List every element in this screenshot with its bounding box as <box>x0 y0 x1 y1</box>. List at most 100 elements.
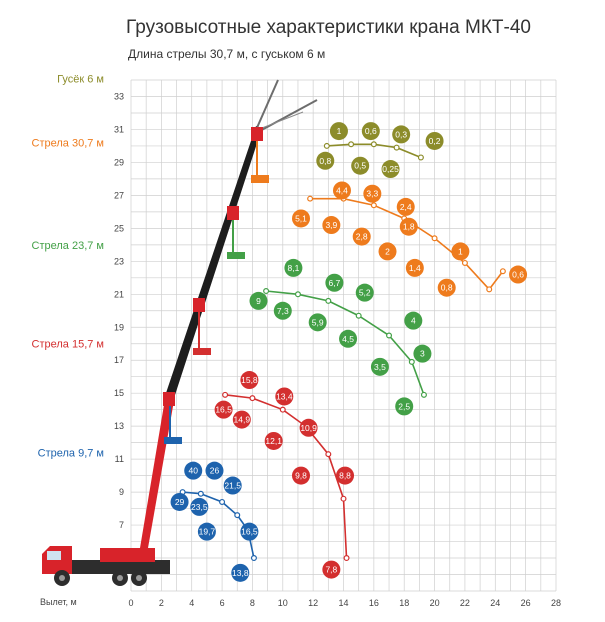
load-label: 3,3 <box>366 189 378 199</box>
load-point <box>249 291 268 310</box>
curve-vertex <box>348 141 355 148</box>
boom-joint-9 <box>163 392 175 406</box>
load-point <box>184 461 203 480</box>
series-group: 1 0,6 0,3 0,2 0,8 0,5 0,25 <box>316 122 444 179</box>
load-point <box>355 283 374 302</box>
load-label: 9 <box>256 296 261 306</box>
load-point <box>284 258 303 277</box>
x-tick-label: 12 <box>308 598 318 608</box>
load-label: 3,5 <box>374 362 386 372</box>
x-tick-label: 24 <box>490 598 500 608</box>
load-point <box>232 410 251 429</box>
load-label: 21,5 <box>224 481 241 491</box>
load-label: 1 <box>458 246 463 256</box>
load-point <box>240 522 259 541</box>
y-tick-label: 7 <box>119 520 124 530</box>
crane-illustration <box>42 79 318 586</box>
x-axis-ticks: 0 2 4 6 8 10 12 14 16 18 20 22 24 26 28 <box>128 598 561 608</box>
y-tick-label: 31 <box>114 124 124 134</box>
boom-joint-23 <box>227 206 239 220</box>
curve-vertex <box>279 406 286 413</box>
series-label: Стрела 9,7 м <box>38 448 104 460</box>
chart-grid <box>130 79 557 592</box>
x-tick-label: 20 <box>430 598 440 608</box>
series-group: 8,1 6,7 5,2 9 7,3 5,9 4 4,5 3 3,5 2,5 <box>249 258 432 416</box>
y-tick-label: 17 <box>114 355 124 365</box>
x-tick-label: 22 <box>460 598 470 608</box>
curve-vertex <box>307 195 314 202</box>
hook-red <box>193 312 211 355</box>
chart-subtitle: Длина стрелы 30,7 м, с гуськом 6 м <box>128 47 325 61</box>
series-group: 4,4 3,3 2,4 5,1 3,9 2,8 1,8 2 1 1,4 0,6 0,8 <box>292 181 528 297</box>
chart-title: Грузовысотные характеристики крана МКТ-4… <box>126 17 531 38</box>
load-point <box>336 466 355 485</box>
x-tick-label: 4 <box>189 598 194 608</box>
load-point <box>214 400 233 419</box>
load-label: 8,8 <box>339 471 351 481</box>
load-point <box>378 242 397 261</box>
load-point <box>425 131 444 150</box>
load-label: 7,8 <box>325 565 337 575</box>
load-label: 2,5 <box>398 401 410 411</box>
hook-blue <box>164 406 182 444</box>
load-label: 2,4 <box>400 202 412 212</box>
curve-vertex <box>323 142 330 149</box>
curve-vertex <box>420 391 427 398</box>
curve-vertex <box>370 202 377 209</box>
curve-vertex <box>499 268 506 275</box>
series-label: Гусёк 6 м <box>57 73 104 85</box>
load-point <box>264 431 283 450</box>
x-axis-label: Вылет, м <box>40 597 77 607</box>
x-tick-label: 14 <box>338 598 348 608</box>
curve-vertex <box>263 287 270 294</box>
y-tick-label: 23 <box>114 256 124 266</box>
load-label: 10,9 <box>300 423 317 433</box>
load-point <box>395 397 414 416</box>
y-axis-ticks: 333129272523211917151311975 <box>114 91 124 563</box>
load-point <box>223 476 242 495</box>
boom-labels: Гусёк 6 м Стрела 30,7 м Стрела 23,7 м Стрел… <box>32 73 104 459</box>
load-label: 4 <box>411 316 416 326</box>
load-point <box>413 344 432 363</box>
y-tick-label: 19 <box>114 322 124 332</box>
load-point <box>370 357 389 376</box>
load-point <box>361 122 380 141</box>
load-point <box>308 313 327 332</box>
load-label: 3,9 <box>325 220 337 230</box>
load-label: 14,9 <box>234 415 251 425</box>
load-label: 40 <box>188 466 198 476</box>
load-point <box>322 560 341 579</box>
curve-vertex <box>222 391 229 398</box>
y-tick-label: 29 <box>114 157 124 167</box>
series-group: 40 26 21,5 29 23,5 16,5 19,7 13,8 <box>170 461 259 582</box>
curve-vertex <box>461 259 468 266</box>
load-point <box>339 329 358 348</box>
load-label: 0,25 <box>382 164 399 174</box>
load-point <box>363 184 382 203</box>
series-layer: 1 0,6 0,3 0,2 0,8 0,5 0,25 4,4 3,3 2,4 5,1 3,9 2,8 1,… <box>170 122 528 582</box>
load-point <box>170 492 189 511</box>
curve-vertex <box>219 498 226 505</box>
load-label: 16,5 <box>215 405 232 415</box>
load-label: 0,3 <box>395 129 407 139</box>
load-label: 3 <box>420 349 425 359</box>
x-tick-label: 10 <box>278 598 288 608</box>
load-point <box>329 122 348 141</box>
load-label: 0,6 <box>512 270 524 280</box>
boom-joint-15 <box>193 298 205 312</box>
load-point <box>205 461 224 480</box>
y-tick-label: 15 <box>114 388 124 398</box>
load-label: 13,8 <box>232 568 249 578</box>
y-tick-label: 11 <box>115 454 124 464</box>
load-label: 8,1 <box>287 263 299 273</box>
load-label: 7,3 <box>277 306 289 316</box>
load-label: 26 <box>210 466 220 476</box>
load-point <box>231 563 250 582</box>
load-label: 5,2 <box>359 288 371 298</box>
y-tick-label: 27 <box>114 190 124 200</box>
y-tick-label: 21 <box>114 289 124 299</box>
load-point <box>240 371 259 390</box>
curve-vertex <box>325 451 332 458</box>
curve-vertex <box>197 490 204 497</box>
load-point <box>197 522 216 541</box>
